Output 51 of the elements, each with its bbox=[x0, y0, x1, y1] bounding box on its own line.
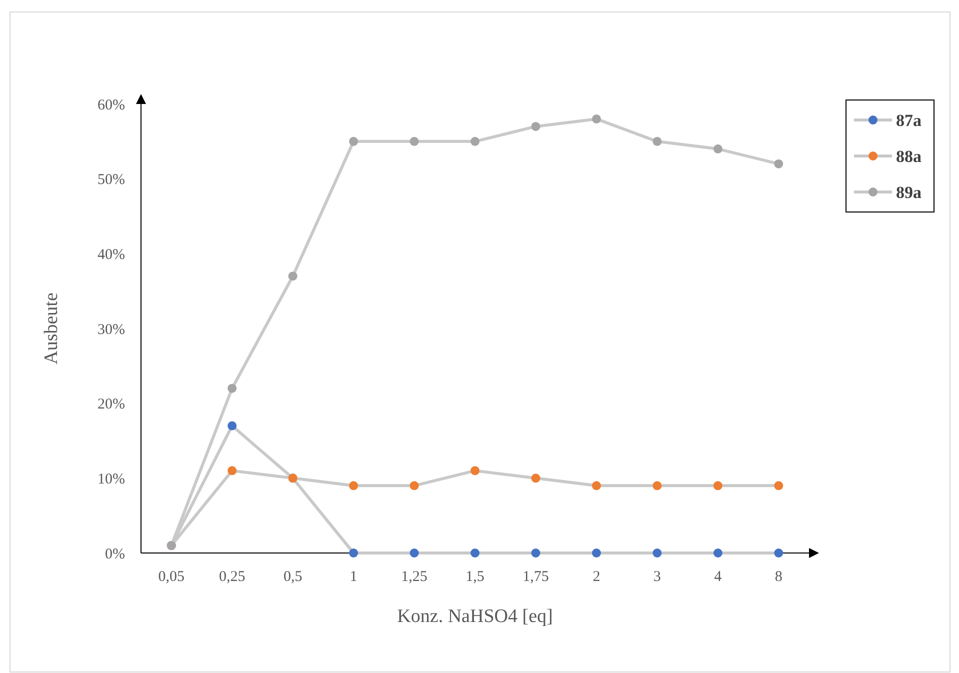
x-tick-label: 1,75 bbox=[522, 569, 549, 585]
point bbox=[410, 548, 419, 558]
legend-label: 87a bbox=[896, 110, 922, 130]
x-tick-label: 2 bbox=[592, 569, 600, 585]
point bbox=[470, 466, 480, 476]
point bbox=[592, 548, 601, 558]
x-tick-label: 8 bbox=[774, 569, 782, 585]
x-axis-title: Konz. NaHSO4 [eq] bbox=[397, 606, 553, 627]
y-axis-title: Ausbeute bbox=[41, 292, 62, 364]
point bbox=[288, 272, 298, 281]
point bbox=[592, 481, 601, 490]
point bbox=[228, 384, 237, 393]
y-tick-label: 10% bbox=[98, 471, 125, 488]
point bbox=[349, 548, 358, 558]
point bbox=[713, 481, 722, 490]
y-tick-label: 30% bbox=[98, 322, 125, 338]
y-tick-label: 0% bbox=[105, 546, 125, 562]
x-tick-label: 1 bbox=[350, 569, 358, 585]
point bbox=[531, 474, 540, 483]
x-tick-label: 0,05 bbox=[158, 569, 184, 585]
point bbox=[774, 481, 784, 490]
point bbox=[349, 136, 358, 146]
point bbox=[531, 122, 540, 131]
point bbox=[652, 481, 662, 490]
x-tick-label: 1,25 bbox=[401, 569, 428, 585]
point bbox=[410, 481, 419, 490]
point bbox=[652, 136, 662, 146]
point bbox=[228, 421, 237, 430]
point bbox=[652, 548, 662, 558]
x-tick-label: 0,5 bbox=[283, 569, 302, 585]
point bbox=[592, 114, 601, 124]
y-tick-label: 50% bbox=[98, 172, 125, 188]
x-tick-label: 0,25 bbox=[218, 569, 246, 585]
point bbox=[228, 466, 237, 476]
point bbox=[531, 548, 540, 558]
point bbox=[410, 136, 419, 146]
x-tick-label: 3 bbox=[653, 569, 661, 585]
x-tick-label: 4 bbox=[714, 569, 722, 585]
point bbox=[774, 159, 784, 168]
point bbox=[470, 548, 480, 558]
y-tick-label: 60% bbox=[98, 97, 125, 114]
point bbox=[349, 481, 358, 490]
point bbox=[470, 136, 480, 146]
legend-label: 89a bbox=[896, 182, 922, 202]
y-tick-label: 20% bbox=[98, 396, 125, 413]
x-tick-label: 1,5 bbox=[466, 569, 484, 585]
point bbox=[774, 548, 784, 558]
y-tick-label: 40% bbox=[98, 246, 125, 263]
legend-label: 88a bbox=[896, 146, 922, 166]
point bbox=[713, 144, 722, 154]
point bbox=[713, 548, 722, 558]
